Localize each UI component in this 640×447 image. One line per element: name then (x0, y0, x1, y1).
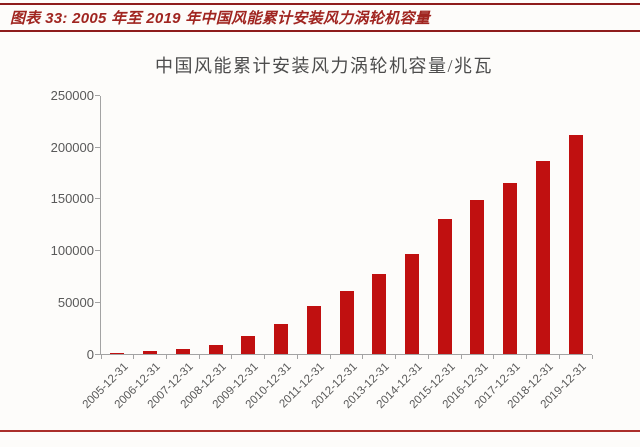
bar (437, 218, 452, 354)
x-tick (558, 355, 560, 359)
y-tick-label: 250000 (50, 88, 94, 103)
x-tick (231, 355, 233, 359)
x-tick (133, 355, 135, 359)
y-tick-label: 100000 (50, 243, 94, 259)
x-tick (296, 355, 298, 359)
figure-header-rule-top (0, 3, 640, 5)
y-axis-line (100, 95, 101, 355)
x-tick (395, 355, 397, 359)
bar (503, 183, 518, 354)
y-tick (95, 95, 100, 96)
y-tick-label: 50000 (57, 294, 94, 310)
bar (535, 160, 550, 354)
y-tick-label: 150000 (50, 191, 94, 207)
figure-bottom-rule (0, 430, 640, 432)
bar (241, 336, 256, 354)
y-tick-label: 200000 (50, 139, 94, 155)
x-axis-line (100, 354, 592, 355)
bar (143, 351, 158, 354)
x-tick (591, 355, 593, 359)
x-tick (329, 355, 331, 359)
x-tick (526, 355, 528, 359)
x-tick (427, 355, 429, 359)
bar (470, 199, 485, 354)
figure-caption: 图表 33: 2005 年至 2019 年中国风能累计安装风力涡轮机容量 (10, 10, 431, 27)
bar (405, 253, 419, 354)
x-tick (493, 355, 495, 359)
x-tick (460, 355, 462, 359)
y-tick (95, 353, 100, 355)
y-tick (95, 301, 100, 303)
x-tick (100, 355, 102, 359)
x-tick (264, 355, 266, 359)
y-tick-label: 0 (86, 346, 94, 362)
bar (306, 306, 321, 354)
x-tick (165, 355, 167, 359)
bar (175, 348, 190, 354)
y-tick (95, 198, 100, 200)
chart-title: 中国风能累计安装风力涡轮机容量/兆瓦 (155, 56, 493, 76)
y-tick (95, 146, 100, 148)
bar (568, 134, 583, 354)
bar (110, 352, 125, 354)
bar (274, 324, 288, 354)
x-tick (362, 355, 364, 359)
bar (339, 290, 354, 354)
bar (208, 344, 223, 354)
figure-header-rule-bottom (0, 30, 640, 32)
x-tick (198, 355, 200, 359)
bar (372, 274, 387, 354)
y-tick (95, 250, 100, 252)
